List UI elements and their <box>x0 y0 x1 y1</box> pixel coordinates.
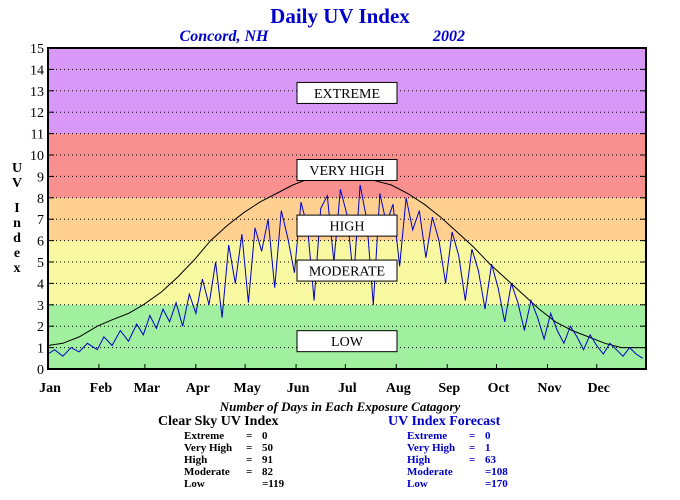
band-label-box <box>296 214 398 237</box>
band-label: MODERATE <box>309 265 385 280</box>
forecast-row: Moderate =108 <box>407 466 508 478</box>
band-label-box <box>296 259 398 282</box>
x-tick-label: Aug <box>386 381 411 396</box>
footer-title: Number of Days in Each Exposure Catagory <box>219 399 461 414</box>
forecast-row-equals: = <box>469 430 476 442</box>
forecast-header: UV Index Forecast <box>388 414 501 429</box>
y-axis-label-char: d <box>13 231 21 246</box>
y-tick-label: 0 <box>37 363 44 378</box>
clear-sky-row: Moderate = 82 <box>184 466 284 478</box>
forecast-row-equals: = <box>469 454 476 466</box>
y-axis-label-char: n <box>13 216 21 231</box>
forecast-row-equals: = <box>469 442 476 454</box>
clear-sky-row-label: Very High <box>184 442 233 454</box>
clear-sky-row-value: 91 <box>262 454 273 466</box>
clear-sky-row-equals: = <box>246 442 253 454</box>
y-tick-label: 9 <box>37 170 44 185</box>
clear-sky-row-value: 82 <box>262 466 273 478</box>
y-axis-label-char: I <box>14 201 19 216</box>
clear-sky-row: Extreme = 0 <box>184 430 284 442</box>
clear-sky-row-value: =119 <box>262 478 285 490</box>
x-tick-label: Dec <box>587 381 610 396</box>
clear-sky-row-equals: = <box>246 430 253 442</box>
y-axis-label-char: V <box>12 176 22 191</box>
band-label: VERY HIGH <box>309 164 384 179</box>
forecast-rows: Extreme = 0 Very High = 1 High = 63 Moderate =108 L… <box>388 430 508 490</box>
clear-sky-row-value: 50 <box>262 442 273 454</box>
forecast-row-label: Moderate <box>407 466 453 478</box>
forecast-row: Extreme = 0 <box>407 430 508 442</box>
forecast-row-value: =170 <box>485 478 508 490</box>
y-tick-label: 14 <box>30 63 44 78</box>
forecast-stats: UV Index Forecast Extreme = 0 Very High = 1 Hi… <box>388 414 508 490</box>
y-tick-label: 11 <box>31 128 44 143</box>
y-tick-label: 4 <box>37 277 44 292</box>
forecast-row: High = 63 <box>407 454 508 466</box>
clear-sky-header: Clear Sky UV Index <box>158 414 279 429</box>
x-tick-label: Jan <box>39 381 61 396</box>
band-labels: LOW MODERATE HIGH VERY HIGH EXTREME <box>296 81 398 353</box>
forecast-row-value: 63 <box>485 454 496 466</box>
chart-year: 2002 <box>432 28 465 45</box>
y-axis-label-char: e <box>14 246 20 261</box>
y-tick-label: 7 <box>37 213 44 228</box>
clear-sky-rows: Extreme = 0 Very High = 50 High = 91 Moderate = 82 L… <box>158 430 284 490</box>
y-tick-label: 1 <box>37 342 44 357</box>
forecast-row-label: Very High <box>407 442 456 454</box>
x-tick-label: Oct <box>488 381 510 396</box>
clear-sky-stats: Clear Sky UV Index Extreme = 0 Very High = 50… <box>158 414 284 490</box>
band-label: EXTREME <box>314 87 380 102</box>
clear-sky-row-label: High <box>184 454 208 466</box>
forecast-row-label: Extreme <box>407 430 448 442</box>
clear-sky-row-equals: = <box>246 454 253 466</box>
clear-sky-row-label: Extreme <box>184 430 225 442</box>
x-tick-label: Feb <box>90 381 113 396</box>
y-tick-label: 12 <box>30 106 44 121</box>
x-tick-label: Apr <box>186 381 210 396</box>
forecast-row-label: High <box>407 454 431 466</box>
chart-title: Daily UV Index <box>270 4 410 28</box>
clear-sky-row-value: 0 <box>262 430 268 442</box>
y-tick-label: 13 <box>30 85 44 100</box>
y-tick-label: 8 <box>37 192 44 207</box>
forecast-row-value: 0 <box>485 430 491 442</box>
x-tick-label: May <box>234 381 261 396</box>
y-tick-label: 5 <box>37 256 44 271</box>
y-tick-label: 10 <box>30 149 44 164</box>
plot-frame <box>47 47 647 370</box>
clear-sky-row-label: Moderate <box>184 466 230 478</box>
band-label-box <box>296 330 398 353</box>
band-label: LOW <box>331 335 364 350</box>
y-tick-label: 15 <box>30 42 44 57</box>
band-label-box <box>296 81 398 104</box>
chart-svg: Daily UV Index Concord, NH 2002 LOW MODER… <box>12 4 647 396</box>
clear-sky-row-equals: = <box>246 466 253 478</box>
clear-sky-row-label: Low <box>184 478 205 490</box>
chart-location: Concord, NH <box>180 28 269 45</box>
x-tick-label: Nov <box>537 381 561 396</box>
x-tick-label: Mar <box>134 381 160 396</box>
forecast-row-value: =108 <box>485 466 508 478</box>
y-axis-label-char: x <box>14 261 21 276</box>
forecast-row-label: Low <box>407 478 428 490</box>
forecast-row-value: 1 <box>485 442 491 454</box>
clear-sky-row: Very High = 50 <box>184 442 284 454</box>
x-tick-label: Sep <box>438 381 460 396</box>
x-tick-label: Jul <box>338 381 357 396</box>
clear-sky-row: High = 91 <box>184 454 284 466</box>
y-tick-label: 6 <box>37 235 44 250</box>
y-axis-label-char: U <box>12 161 22 176</box>
y-tick-label: 2 <box>37 320 44 335</box>
x-tick-label: Jun <box>287 381 310 396</box>
band-label-box <box>296 158 398 181</box>
forecast-row: Low =170 <box>407 478 508 490</box>
y-tick-label: 3 <box>37 299 44 314</box>
clear-sky-row: Low =119 <box>184 478 284 490</box>
forecast-row: Very High = 1 <box>407 442 508 454</box>
band-label: HIGH <box>330 220 365 235</box>
